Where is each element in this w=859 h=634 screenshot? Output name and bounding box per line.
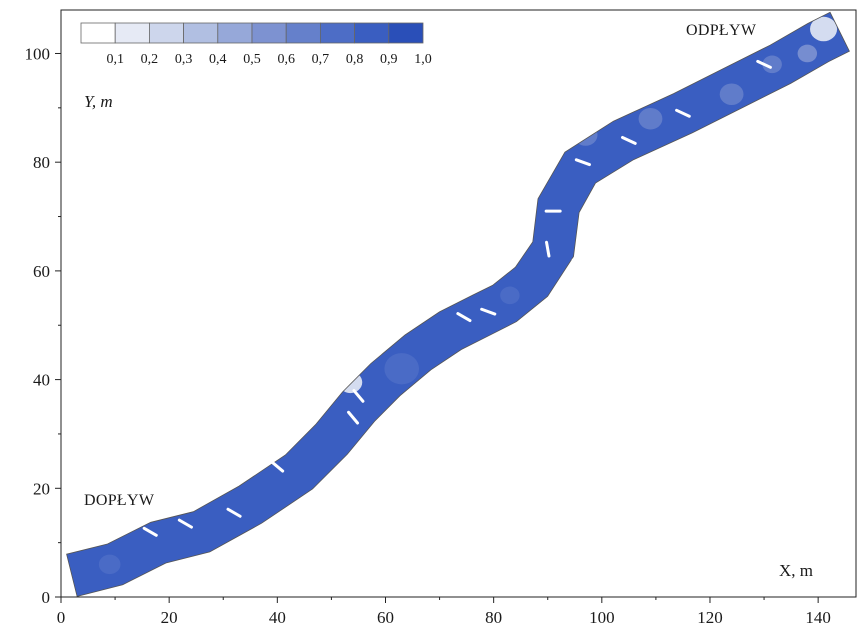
colorbar-tick-label: 0,8 <box>346 52 364 67</box>
depth-patch <box>98 554 121 575</box>
cross-section-marker <box>177 518 193 529</box>
depth-patch <box>797 44 818 63</box>
colorbar-swatch <box>388 22 424 44</box>
channel-band <box>66 12 850 597</box>
cross-section-marker <box>675 108 691 118</box>
x-tick-label: 140 <box>805 608 831 627</box>
depth-patches <box>98 16 838 575</box>
channel-layer <box>66 11 850 597</box>
colorbar-swatch <box>319 22 355 44</box>
y-tick-label: 40 <box>33 371 50 390</box>
x-tick-label: 0 <box>57 608 66 627</box>
colorbar-swatch <box>183 22 219 44</box>
colorbar-tick-label: 1,0 <box>414 52 432 67</box>
colorbar-tick-label: 0,9 <box>380 52 398 67</box>
x-tick-label: 80 <box>485 608 502 627</box>
colorbar-tick-label: 0,3 <box>175 52 193 67</box>
cross-section-marker <box>226 507 242 518</box>
colorbar-tick-label: 0,7 <box>312 52 330 67</box>
cross-section-marker <box>456 312 472 323</box>
sections-layer <box>142 59 772 537</box>
x-tick-label: 100 <box>589 608 615 627</box>
colorbar-swatch <box>148 22 184 44</box>
colorbar-swatch <box>285 22 321 44</box>
x-tick-label: 40 <box>269 608 286 627</box>
colorbar-swatch <box>354 22 390 44</box>
colorbar-legend: 0,1 0,2 0,3 0,4 0,5 0,6 0,7 0,8 0,9 1,0 <box>80 22 432 67</box>
y-tick-label: 60 <box>33 262 50 281</box>
colorbar-swatch <box>80 22 116 44</box>
cross-section-marker <box>574 158 591 167</box>
depth-patch <box>384 353 420 385</box>
x-axis: 0 20 40 60 80 100 120 140 <box>57 597 831 627</box>
y-axis-title: Y, m <box>84 92 113 111</box>
cross-section-marker <box>270 460 285 473</box>
cross-section-marker <box>352 389 365 403</box>
y-tick-label: 0 <box>42 588 51 607</box>
annotation-outflow: ODPŁYW <box>686 22 757 39</box>
depth-patch <box>500 286 520 305</box>
x-tick-label: 120 <box>697 608 723 627</box>
cross-section-marker <box>142 526 158 537</box>
depth-patch <box>719 83 744 106</box>
plot-frame <box>60 9 857 598</box>
y-tick-label: 100 <box>25 44 51 63</box>
cross-section-marker <box>756 59 772 69</box>
colorbar-tick-label: 0,6 <box>277 52 295 67</box>
annotation-inflow: DOPŁYW <box>84 492 155 509</box>
colorbar-tick-label: 0,1 <box>106 52 124 67</box>
y-tick-label: 20 <box>33 479 50 498</box>
depth-patch <box>338 371 363 394</box>
colorbar-swatch <box>251 22 287 44</box>
cross-section-marker <box>347 410 360 425</box>
colorbar-tick-label: 0,5 <box>243 52 261 67</box>
y-axis: 0 20 40 60 80 100 <box>25 44 61 607</box>
depth-patch <box>573 124 598 146</box>
cross-section-marker <box>480 307 497 316</box>
x-axis-title: X, m <box>779 561 813 580</box>
cross-section-marker <box>545 240 551 258</box>
colorbar-swatch <box>217 22 253 44</box>
y-tick-label: 80 <box>33 153 50 172</box>
depth-patch <box>638 107 663 130</box>
colorbar-tick-label: 0,4 <box>209 52 227 67</box>
x-tick-label: 20 <box>161 608 178 627</box>
cross-section-marker <box>621 135 637 145</box>
depth-patch <box>762 55 782 74</box>
channel-outline <box>66 11 850 597</box>
colorbar-tick-label: 0,2 <box>141 52 159 67</box>
depth-patch <box>810 16 838 42</box>
colorbar-swatch <box>114 22 150 44</box>
x-tick-label: 60 <box>377 608 394 627</box>
